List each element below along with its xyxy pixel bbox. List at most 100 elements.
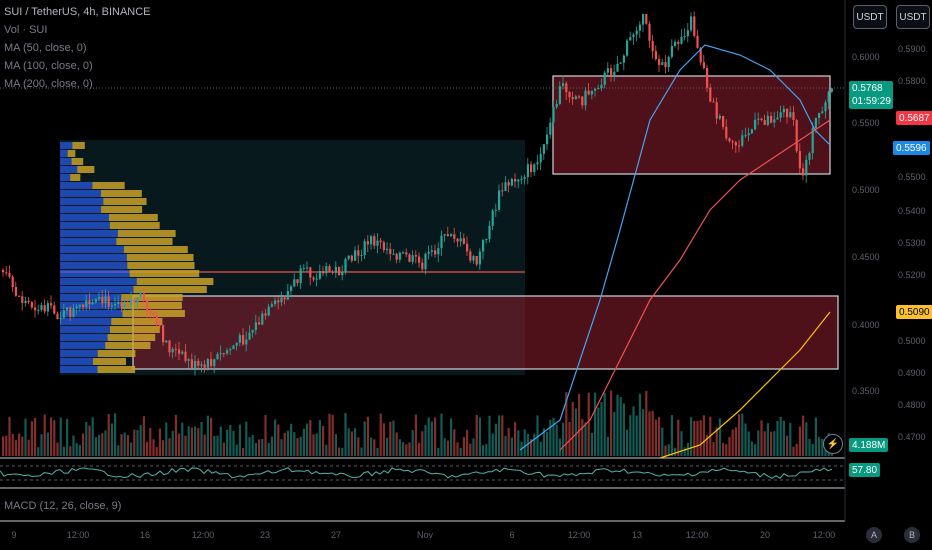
- volume-bar: [34, 417, 37, 456]
- candle-body: [770, 115, 773, 123]
- candle-body: [469, 251, 472, 261]
- currency-button-left[interactable]: USDT: [853, 5, 887, 29]
- candle-body: [418, 256, 421, 263]
- volume-profile-row: [60, 198, 104, 205]
- candle-body: [680, 36, 683, 44]
- volume-profile-row: [97, 366, 136, 373]
- volume-bar: [510, 437, 513, 456]
- volume-bar: [629, 415, 632, 456]
- volume-bar: [565, 392, 568, 456]
- volume-bar: [712, 442, 715, 456]
- ma100-legend[interactable]: MA (100, close, 0): [4, 60, 93, 72]
- ma200-legend[interactable]: MA (200, close, 0): [4, 78, 93, 90]
- candle-body: [213, 359, 216, 367]
- volume-profile-row: [60, 366, 98, 373]
- volume-bar: [539, 441, 542, 456]
- volume-bar: [760, 420, 763, 456]
- volume-bar: [293, 432, 296, 456]
- demand-zone: [132, 295, 839, 370]
- volume-bar: [504, 435, 507, 456]
- price-tick: 0.6000: [852, 52, 880, 62]
- volume-bar: [571, 401, 574, 456]
- volume-bar: [514, 422, 517, 456]
- log-scale-button[interactable]: B: [904, 527, 920, 543]
- candle-body: [350, 255, 353, 261]
- volume-bar: [229, 424, 232, 456]
- candle-body: [533, 164, 536, 173]
- candle-body: [600, 84, 603, 89]
- volume-bar: [203, 434, 206, 456]
- candle-body: [693, 16, 696, 36]
- candle-body: [667, 56, 670, 68]
- candle-body: [677, 41, 680, 44]
- candle-body: [408, 254, 411, 262]
- candle-body: [62, 310, 65, 318]
- volume-bar: [405, 444, 408, 456]
- candle-body: [510, 178, 513, 186]
- candle-body: [555, 103, 558, 108]
- candle-body: [606, 68, 609, 73]
- ma50-legend[interactable]: MA (50, close, 0): [4, 42, 87, 54]
- candle-body: [795, 120, 798, 152]
- candle-body: [699, 47, 702, 63]
- candle-body: [56, 313, 59, 320]
- volume-bar: [254, 442, 257, 456]
- volume-profile-row: [129, 270, 200, 277]
- volume-bar: [475, 414, 478, 456]
- candle-body: [824, 102, 827, 112]
- candle-body: [168, 340, 171, 353]
- volume-bar: [750, 441, 753, 456]
- candle-body: [773, 119, 776, 123]
- candle-body: [88, 300, 91, 305]
- volume-bar: [53, 420, 56, 456]
- candle-body: [776, 117, 779, 120]
- volume-legend[interactable]: Vol · SUI: [4, 24, 48, 36]
- candle-body: [456, 238, 459, 242]
- volume-bar: [776, 420, 779, 456]
- volume-bar: [386, 437, 389, 456]
- macd-legend[interactable]: MACD (12, 26, close, 9): [4, 500, 122, 512]
- volume-bar: [616, 394, 619, 456]
- volume-bar: [238, 424, 241, 456]
- volume-bar: [101, 433, 104, 456]
- volume-bar: [261, 439, 264, 456]
- lightning-icon[interactable]: ⚡: [823, 434, 843, 454]
- price-tick-alt: 0.5900: [898, 44, 926, 54]
- candle-body: [235, 342, 238, 346]
- candle-body: [242, 335, 245, 345]
- volume-bar: [619, 396, 622, 456]
- volume-bar: [530, 439, 533, 456]
- volume-bar: [146, 441, 149, 456]
- candle-body: [584, 90, 587, 106]
- volume-bar: [110, 423, 113, 456]
- candle-body: [565, 83, 568, 93]
- currency-button-right[interactable]: USDT: [896, 5, 930, 29]
- candle-body: [178, 349, 181, 354]
- volume-bar: [366, 416, 369, 456]
- candle-body: [78, 304, 81, 307]
- candle-body: [450, 234, 453, 237]
- price-tick-alt: 0.5300: [898, 238, 926, 248]
- candle-body: [514, 178, 517, 182]
- symbol-legend[interactable]: SUI / TetherUS, 4h, BINANCE: [4, 6, 151, 18]
- candle-body: [552, 107, 555, 123]
- volume-bar: [334, 434, 337, 456]
- volume-bar: [222, 442, 225, 456]
- volume-bar: [152, 439, 155, 456]
- volume-bar: [626, 429, 629, 456]
- volume-bar: [235, 444, 238, 456]
- volume-bar: [11, 433, 14, 456]
- candle-body: [94, 298, 97, 303]
- price-tick: 0.4500: [852, 252, 880, 262]
- volume-bar: [418, 442, 421, 456]
- candle-body: [562, 83, 565, 87]
- volume-bar: [306, 423, 309, 456]
- candle-body: [792, 112, 795, 121]
- volume-profile-row: [111, 318, 163, 325]
- auto-scale-button[interactable]: A: [866, 527, 882, 543]
- candle-body: [142, 293, 145, 301]
- volume-bar: [338, 447, 341, 456]
- volume-profile-row: [71, 158, 84, 165]
- volume-bar: [536, 415, 539, 456]
